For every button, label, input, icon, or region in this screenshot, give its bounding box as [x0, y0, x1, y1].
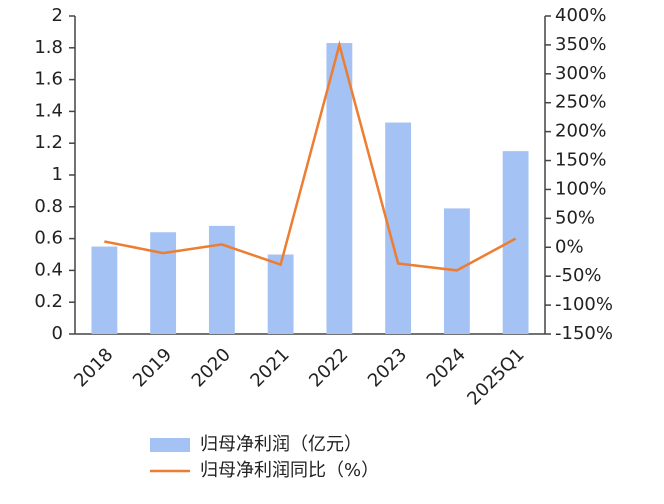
y2-tick-label: -150%: [555, 323, 613, 344]
bar: [150, 232, 177, 334]
y-tick-label: 1: [52, 164, 63, 185]
y-tick-label: 0.6: [34, 228, 63, 249]
x-tick-label: 2019: [129, 344, 176, 391]
y-tick-label: 1.4: [34, 100, 63, 121]
y-tick-label: 0: [52, 323, 63, 344]
x-tick-label: 2023: [364, 344, 411, 391]
y-tick-label: 2: [52, 5, 63, 26]
x-tick-label: 2018: [70, 344, 117, 391]
y-tick-label: 0.2: [34, 291, 63, 312]
y2-tick-label: 300%: [555, 63, 606, 84]
bar: [208, 225, 235, 334]
bar: [267, 254, 294, 334]
y-tick-label: 0.8: [34, 196, 63, 217]
y2-tick-label: 350%: [555, 34, 606, 55]
y-tick-label: 1.2: [34, 132, 63, 153]
y2-tick-label: -100%: [555, 294, 613, 315]
y-tick-label: 1.8: [34, 37, 63, 58]
y2-tick-label: 200%: [555, 121, 606, 142]
bar: [326, 43, 353, 334]
y2-tick-label: -50%: [555, 265, 602, 286]
y2-tick-label: 400%: [555, 5, 606, 26]
x-tick-label: 2025Q1: [463, 344, 528, 409]
y2-tick-label: 0%: [555, 236, 584, 257]
y2-tick-label: 150%: [555, 150, 606, 171]
y-tick-label: 0.4: [34, 259, 63, 280]
x-tick-label: 2022: [305, 344, 352, 391]
x-tick-label: 2024: [423, 344, 470, 391]
x-tick-label: 2020: [188, 344, 235, 391]
y2-tick-label: 100%: [555, 178, 606, 199]
legend-label: 归母净利润同比（%）: [200, 460, 379, 481]
legend-label: 归母净利润（亿元）: [200, 434, 362, 455]
bar: [91, 246, 118, 334]
y2-tick-label: 250%: [555, 92, 606, 113]
x-tick-label: 2021: [246, 344, 293, 391]
legend-swatch: [150, 438, 190, 452]
line: [104, 40, 517, 272]
y-tick-label: 1.6: [34, 69, 63, 90]
y2-tick-label: 50%: [555, 207, 595, 228]
